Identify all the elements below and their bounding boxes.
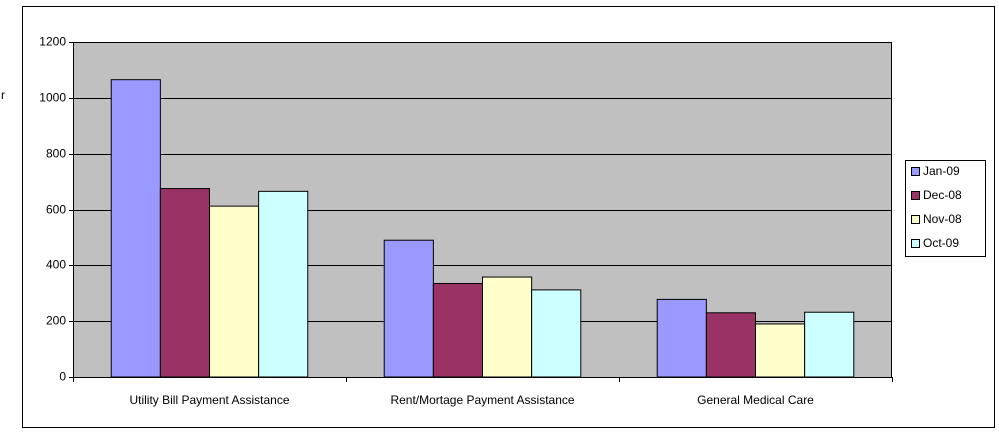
x-tick-label: Rent/Mortage Payment Assistance [390, 393, 574, 407]
bar [159, 188, 210, 378]
bar [432, 282, 483, 378]
x-tick-label: General Medical Care [697, 393, 814, 407]
y-tick-label: 400 [46, 258, 66, 272]
bar [656, 298, 707, 378]
legend-label: Oct-09 [923, 236, 959, 250]
bar [531, 289, 582, 378]
y-tick-label: 200 [46, 314, 66, 328]
bar [804, 311, 855, 378]
legend-swatch [911, 167, 920, 176]
legend-swatch [911, 191, 920, 200]
y-tick-label: 1000 [39, 91, 66, 105]
bar [110, 79, 161, 378]
y-tick-label: 1200 [39, 35, 66, 49]
legend-swatch [911, 215, 920, 224]
annotation: r [1, 88, 5, 102]
y-tick-label: 800 [46, 147, 66, 161]
plot-border [73, 42, 892, 378]
bar [705, 312, 756, 378]
y-tick-label: 600 [46, 203, 66, 217]
x-tick-label: Utility Bill Payment Assistance [129, 393, 289, 407]
bar [209, 205, 260, 378]
y-tick-label: 0 [59, 370, 66, 384]
legend-label: Dec-08 [923, 188, 962, 202]
bar [258, 190, 309, 378]
legend-label: Nov-08 [923, 212, 962, 226]
legend-swatch [911, 239, 920, 248]
legend-label: Jan-09 [923, 164, 960, 178]
bar [383, 239, 434, 378]
bar [482, 276, 533, 378]
bar [755, 323, 806, 378]
